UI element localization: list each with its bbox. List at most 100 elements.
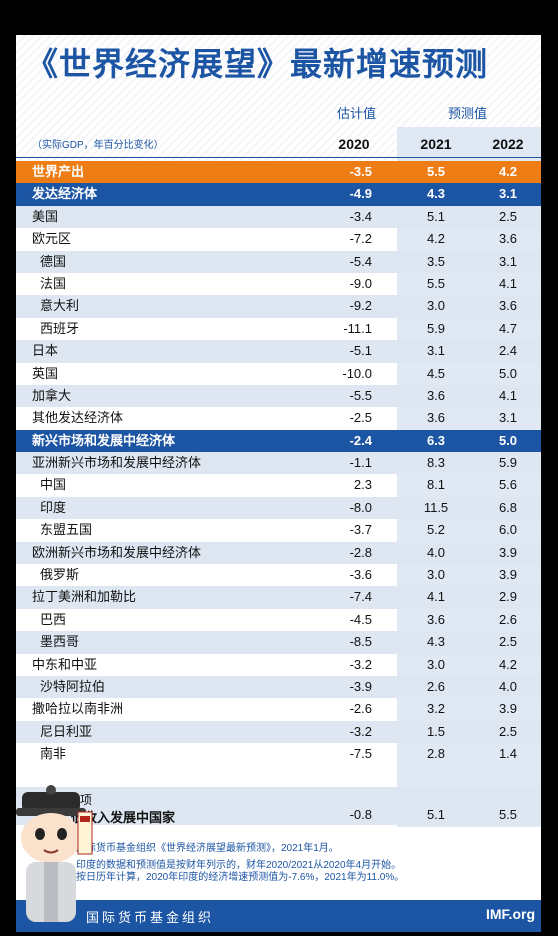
value-2020: -2.5: [349, 410, 372, 426]
projection-label: 预测值: [448, 106, 488, 121]
table-row: 尼日利亚 -3.2 1.5 2.5: [16, 720, 541, 744]
table-row: 中东和中亚 -3.2 3.0 4.2: [16, 654, 541, 676]
value-2022: 2.6: [498, 611, 518, 627]
value-2021: 4.3: [426, 634, 446, 650]
value-2021: 3.5: [426, 253, 446, 269]
value-2020: -1.1: [349, 455, 372, 471]
row-label: 英国: [32, 365, 59, 381]
value-2021: 3.2: [426, 701, 446, 717]
value-2021: 4.3: [426, 186, 446, 202]
value-2020: -3.7: [349, 522, 372, 538]
memo-2022: 5.5: [498, 807, 518, 822]
value-2022: 3.9: [498, 544, 518, 560]
table-row: 俄罗斯 -3.6 3.0 3.9: [16, 564, 541, 586]
value-2022: 3.9: [498, 701, 518, 717]
table-row: 拉丁美洲和加勒比 -7.4 4.1 2.9: [16, 586, 541, 609]
note-line: 国际货币基金组织《世界经济展望最新预测》，2021年1月。: [76, 843, 339, 854]
table-row: 世界产出 -3.5 5.5 4.2: [16, 161, 541, 184]
row-label: 中国: [40, 477, 67, 493]
value-2022: 3.1: [498, 410, 518, 426]
row-label: 欧洲新兴市场和发展中经济体: [32, 544, 202, 560]
row-label: 东盟五国: [40, 522, 93, 538]
note-line: 按日历年计算，2020年印度的经济增速预测值为-7.6%，2021年为11.0%…: [76, 872, 405, 883]
footer-bar: 国际货币基金组织 IMF.org: [16, 900, 541, 932]
memo-name: 低收入发展中国家: [71, 810, 176, 825]
value-2021: 3.1: [426, 343, 446, 359]
value-2022: 5.6: [498, 477, 518, 493]
value-2021: 6.3: [426, 432, 446, 448]
value-2021: 2.6: [426, 678, 446, 694]
table-row: 法国 -9.0 5.5 4.1: [16, 273, 541, 295]
note-line: 印度的数据和预测值是按财年列示的，财年2020/2021从2020年4月开始。: [76, 860, 402, 871]
table-row: 墨西哥 -8.5 4.3 2.5: [16, 631, 541, 654]
row-label: 日本: [32, 343, 59, 359]
value-2021: 5.5: [426, 164, 446, 179]
value-2020: 2.3: [353, 477, 372, 493]
value-2021: 5.5: [426, 275, 446, 291]
value-2022: 3.9: [498, 567, 518, 583]
table-row: 英国 -10.0 4.5 5.0: [16, 363, 541, 385]
value-2020: -11.1: [343, 320, 372, 336]
value-2020: -7.5: [349, 746, 372, 762]
table-row: 中国 2.3 8.1 5.6: [16, 474, 541, 496]
table-row: 意大利 -9.2 3.0 3.6: [16, 295, 541, 318]
outlook-card: 《世界经济展望》最新增速预测 估计值 预测值 （实际GDP，年百分比变化） 20…: [16, 35, 541, 932]
table-row: 亚洲新兴市场和发展中经济体 -1.1 8.3 5.9: [16, 452, 541, 475]
row-label: 俄罗斯: [40, 567, 80, 583]
row-label: 亚洲新兴市场和发展中经济体: [32, 455, 202, 471]
source-notes: 国际货币基金组织《世界经济展望最新预测》，2021年1月。 印度的数据和预测值是…: [76, 843, 536, 884]
value-2020: -3.6: [349, 567, 372, 583]
value-2021: 4.5: [426, 365, 446, 381]
row-label: 欧元区: [32, 231, 72, 247]
value-2021: 5.1: [426, 208, 446, 224]
value-2022: 4.1: [498, 387, 518, 403]
year-2021: 2021: [420, 136, 452, 152]
value-2020: -4.5: [349, 611, 372, 627]
value-2020: -8.0: [349, 499, 372, 515]
value-2022: 6.8: [498, 499, 518, 515]
value-2021: 4.0: [426, 544, 446, 560]
row-label: 意大利: [40, 298, 80, 314]
value-2020: -10.0: [342, 365, 372, 381]
row-label: 法国: [40, 275, 67, 291]
value-2022: 2.4: [498, 343, 518, 359]
value-2021: 3.6: [426, 410, 446, 426]
page-title: 《世界经济展望》最新增速预测: [26, 46, 489, 82]
value-2021: 1.5: [426, 723, 446, 739]
value-2020: -3.2: [349, 723, 372, 739]
value-2021: 3.6: [426, 387, 446, 403]
value-2020: -3.5: [349, 164, 372, 179]
value-2022: 5.9: [498, 455, 518, 471]
row-label: 西班牙: [40, 320, 80, 336]
value-2022: 3.6: [498, 231, 518, 247]
projection-column-shade: [397, 127, 541, 827]
row-label: 印度: [40, 499, 67, 515]
table-row: 南非 -7.5 2.8 1.4: [16, 743, 541, 765]
value-2021: 5.9: [426, 320, 446, 336]
imf-link[interactable]: IMF.org: [486, 906, 535, 922]
unit-note: （实际GDP，年百分比变化）: [32, 140, 164, 151]
value-2020: -4.9: [349, 186, 372, 202]
table-row: 发达经济体 -4.9 4.3 3.1: [16, 183, 541, 206]
memo-2021: 5.1: [426, 807, 446, 822]
row-label: 发达经济体: [32, 186, 98, 202]
value-2021: 3.6: [426, 611, 446, 627]
value-2021: 11.5: [423, 499, 449, 515]
table-row: 日本 -5.1 3.1 2.4: [16, 340, 541, 363]
value-2022: 1.4: [498, 746, 518, 762]
value-2020: -9.2: [349, 298, 372, 314]
year-2022: 2022: [492, 136, 524, 152]
value-2020: -7.2: [349, 231, 372, 247]
org-name: 国际货币基金组织: [86, 910, 215, 925]
table-row: 撒哈拉以南非洲 -2.6 3.2 3.9: [16, 698, 541, 720]
table-row: 印度 -8.0 11.5 6.8: [16, 496, 541, 520]
value-2022: 2.5: [498, 634, 518, 650]
value-2020: -5.1: [349, 343, 372, 359]
memo-2020: -0.8: [349, 807, 372, 822]
value-2021: 8.3: [426, 455, 446, 471]
header-rule: [16, 157, 541, 158]
value-2020: -8.5: [349, 634, 372, 650]
value-2021: 8.1: [426, 477, 446, 493]
table-row: 欧洲新兴市场和发展中经济体 -2.8 4.0 3.9: [16, 541, 541, 565]
value-2020: -5.5: [349, 387, 372, 403]
